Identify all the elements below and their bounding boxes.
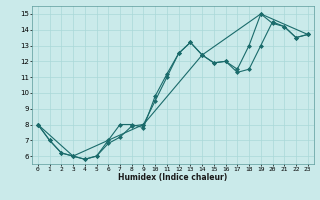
X-axis label: Humidex (Indice chaleur): Humidex (Indice chaleur) [118, 173, 228, 182]
